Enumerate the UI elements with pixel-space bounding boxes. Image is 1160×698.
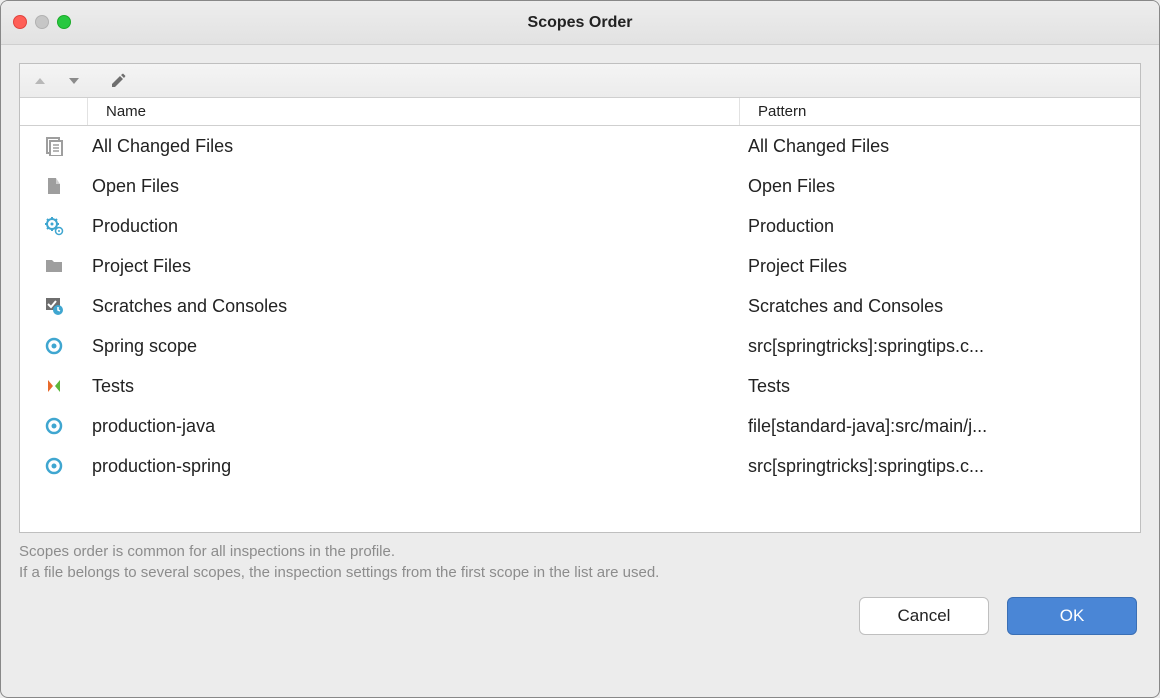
table-toolbar <box>20 64 1140 98</box>
scope-name: Scratches and Consoles <box>88 296 740 317</box>
chevron-up-icon <box>34 76 46 86</box>
changed-files-icon <box>20 136 88 156</box>
scopes-table-frame: Name Pattern All Changed FilesAll Change… <box>19 63 1141 533</box>
maximize-window-button[interactable] <box>57 15 71 29</box>
titlebar: Scopes Order <box>1 1 1159 45</box>
scope-circle-icon <box>20 336 88 356</box>
minimize-window-button[interactable] <box>35 15 49 29</box>
scope-pattern: All Changed Files <box>740 136 1140 157</box>
header-icon-col <box>20 98 88 125</box>
scratches-icon <box>20 296 88 316</box>
table-row[interactable]: Project FilesProject Files <box>20 246 1140 286</box>
table-row[interactable]: ProductionProduction <box>20 206 1140 246</box>
hint-line-1: Scopes order is common for all inspectio… <box>19 541 1141 562</box>
hint-line-2: If a file belongs to several scopes, the… <box>19 562 1141 583</box>
scope-name: Open Files <box>88 176 740 197</box>
scope-name: Production <box>88 216 740 237</box>
table-row[interactable]: TestsTests <box>20 366 1140 406</box>
header-pattern-col[interactable]: Pattern <box>740 98 1140 125</box>
scope-name: Project Files <box>88 256 740 277</box>
table-row[interactable]: production-javafile[standard-java]:src/m… <box>20 406 1140 446</box>
edit-button[interactable] <box>106 69 130 93</box>
close-window-button[interactable] <box>13 15 27 29</box>
scope-circle-icon <box>20 416 88 436</box>
hint-text: Scopes order is common for all inspectio… <box>19 541 1141 583</box>
scope-pattern: Scratches and Consoles <box>740 296 1140 317</box>
scopes-order-dialog: Scopes Order Name Pattern All Changed Fi… <box>0 0 1160 698</box>
scope-name: Tests <box>88 376 740 397</box>
scope-pattern: Production <box>740 216 1140 237</box>
move-down-button[interactable] <box>62 69 86 93</box>
table-row[interactable]: All Changed FilesAll Changed Files <box>20 126 1140 166</box>
scope-pattern: file[standard-java]:src/main/j... <box>740 416 1140 437</box>
scope-pattern: Open Files <box>740 176 1140 197</box>
scope-name: Spring scope <box>88 336 740 357</box>
ok-button[interactable]: OK <box>1007 597 1137 635</box>
pencil-icon <box>110 73 126 89</box>
scope-circle-icon <box>20 456 88 476</box>
folder-icon <box>20 256 88 276</box>
table-body: All Changed FilesAll Changed FilesOpen F… <box>20 126 1140 532</box>
open-files-icon <box>20 176 88 196</box>
scope-pattern: Tests <box>740 376 1140 397</box>
table-header: Name Pattern <box>20 98 1140 126</box>
table-row[interactable]: Spring scopesrc[springtricks]:springtips… <box>20 326 1140 366</box>
chevron-down-icon <box>68 76 80 86</box>
cancel-button[interactable]: Cancel <box>859 597 989 635</box>
table-row[interactable]: Scratches and ConsolesScratches and Cons… <box>20 286 1140 326</box>
table-row[interactable]: production-springsrc[springtricks]:sprin… <box>20 446 1140 486</box>
move-up-button[interactable] <box>28 69 52 93</box>
dialog-buttons: Cancel OK <box>1 583 1159 653</box>
scope-name: production-java <box>88 416 740 437</box>
scope-pattern: Project Files <box>740 256 1140 277</box>
production-gear-icon <box>20 216 88 236</box>
scope-pattern: src[springtricks]:springtips.c... <box>740 336 1140 357</box>
scope-name: All Changed Files <box>88 136 740 157</box>
tests-icon <box>20 376 88 396</box>
header-name-col[interactable]: Name <box>88 98 740 125</box>
window-title: Scopes Order <box>1 14 1159 32</box>
scope-pattern: src[springtricks]:springtips.c... <box>740 456 1140 477</box>
traffic-lights <box>13 15 71 29</box>
table-row[interactable]: Open FilesOpen Files <box>20 166 1140 206</box>
scope-name: production-spring <box>88 456 740 477</box>
